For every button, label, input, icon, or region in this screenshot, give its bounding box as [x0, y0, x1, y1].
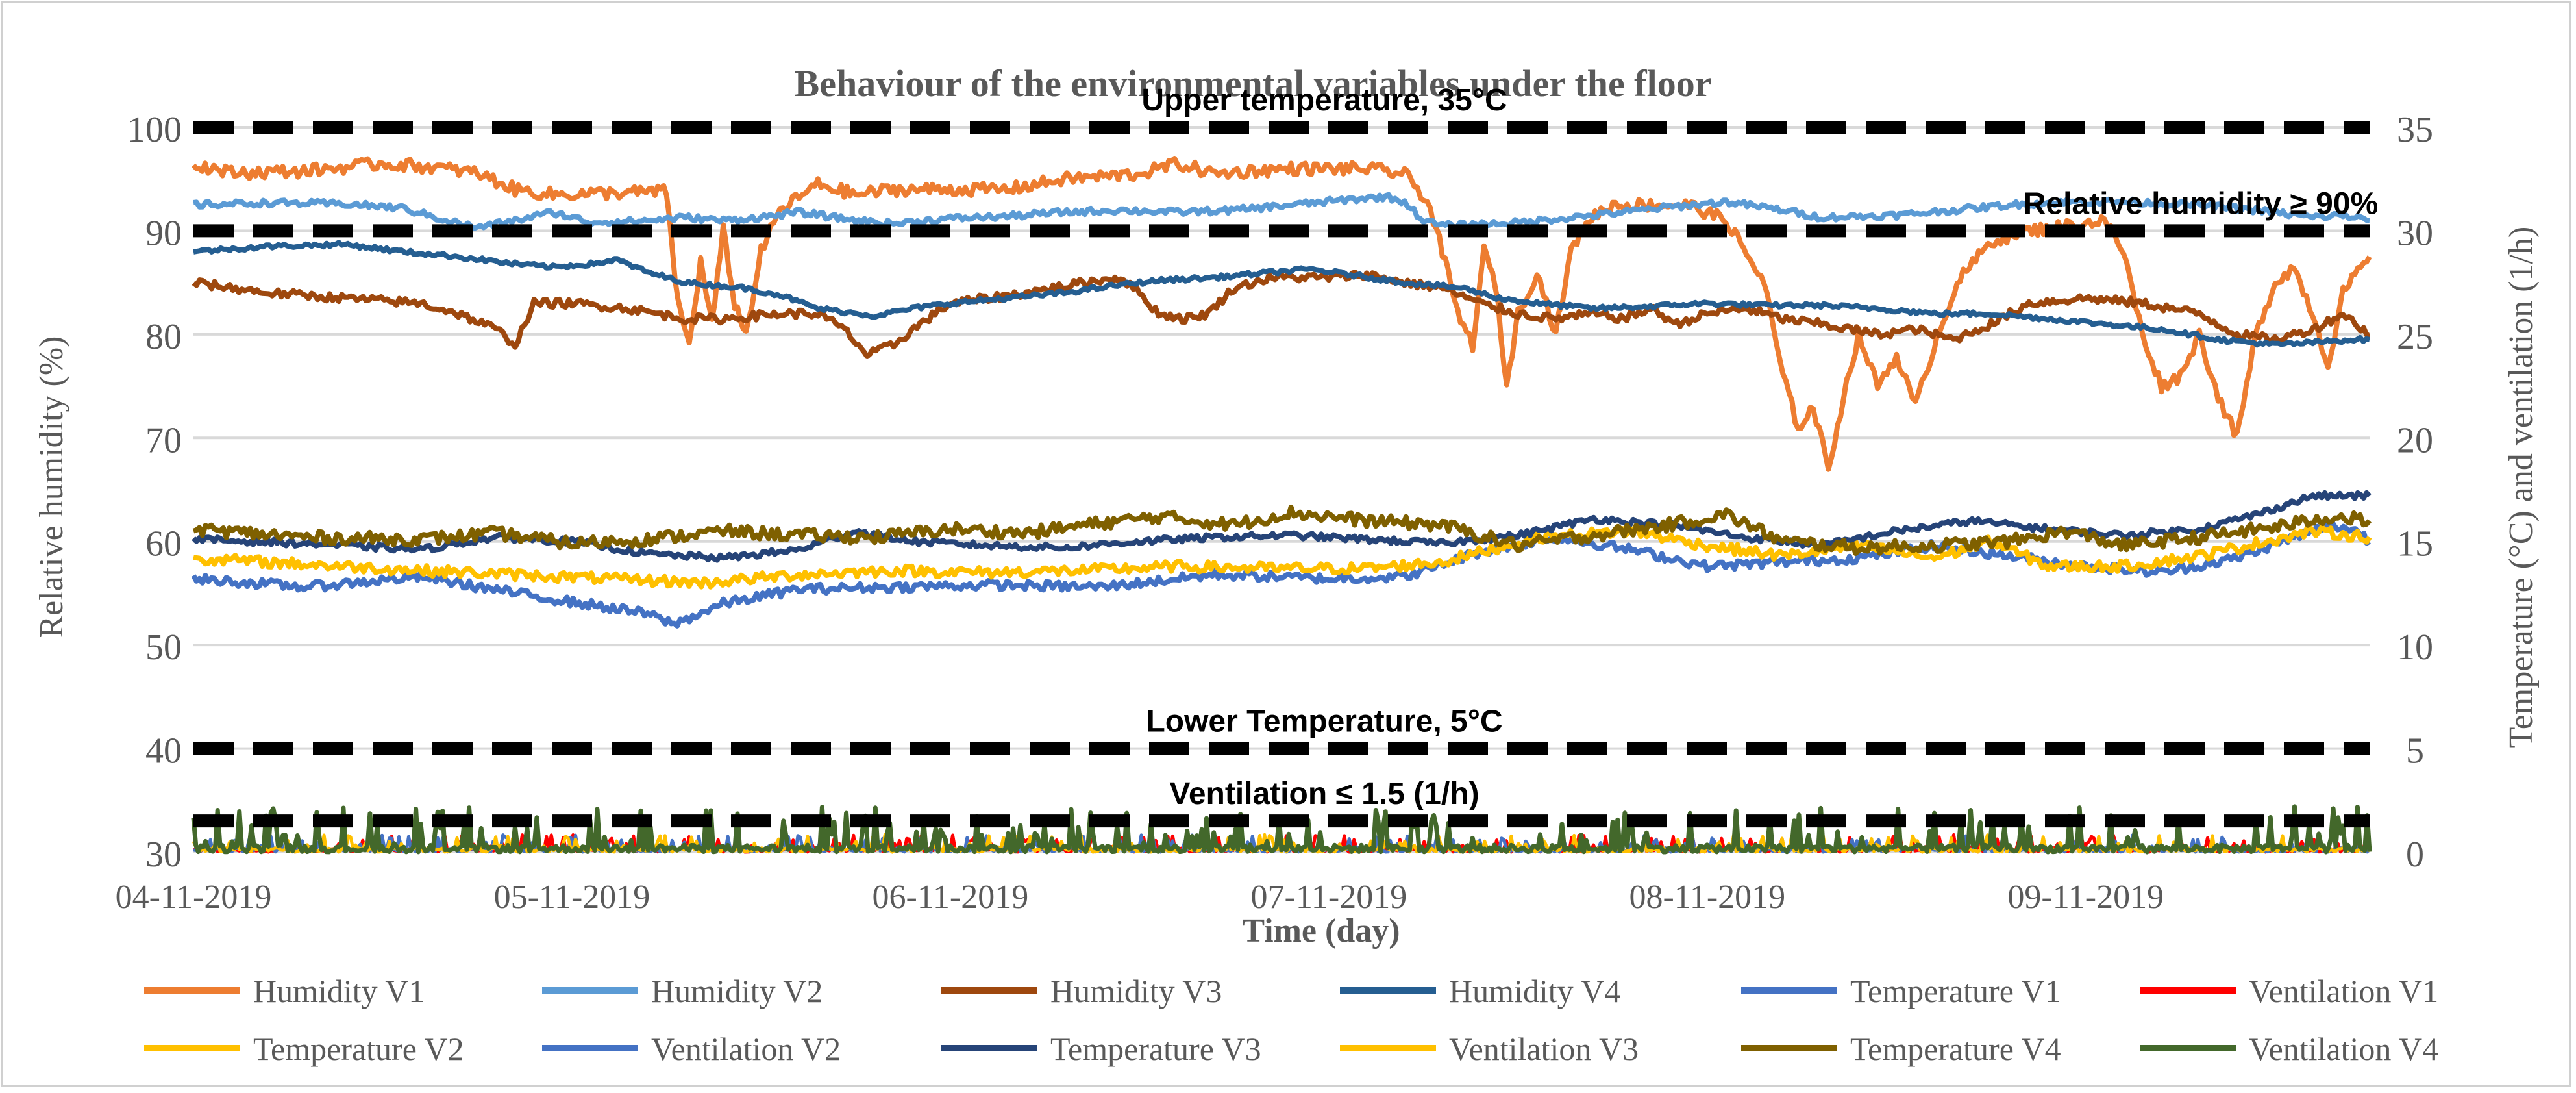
legend-label: Ventilation V2: [651, 1031, 841, 1067]
left-tick-label: 60: [145, 524, 182, 564]
threshold-label: Ventilation ≤ 1.5 (1/h): [1169, 777, 1479, 811]
left-tick-label: 70: [145, 420, 182, 460]
legend: Humidity V1 Humidity V2 Humidity V3 Humidit…: [144, 973, 2438, 1067]
legend-label: Temperature V3: [1050, 1031, 1261, 1067]
threshold-label: Upper temperature, 35°C: [1141, 83, 1507, 118]
legend-label: Humidity V4: [1449, 973, 1620, 1009]
series-line-ventilation-v4: [191, 804, 2372, 855]
chart-title: Behaviour of the environmental variables…: [795, 62, 1712, 105]
right-tick-label: 25: [2397, 317, 2433, 357]
left-tick-label: 90: [145, 213, 182, 253]
series-line-humidity-v3: [192, 270, 2370, 359]
left-tick-label: 30: [145, 835, 182, 875]
x-tick-label: 06-11-2019: [873, 879, 1029, 916]
right-tick-label: 30: [2397, 213, 2433, 253]
legend-label: Humidity V2: [651, 973, 823, 1009]
x-axis-ticks: 04-11-2019 05-11-2019 06-11-2019 07-11-2019…: [116, 879, 2164, 916]
legend-label: Temperature V2: [253, 1031, 464, 1067]
legend-label: Humidity V3: [1050, 973, 1222, 1009]
x-tick-label: 04-11-2019: [116, 879, 272, 916]
series-line-temperature-v3: [192, 490, 2372, 563]
legend-label: Temperature V4: [1850, 1031, 2061, 1067]
right-tick-label: 10: [2397, 627, 2433, 668]
series-line-humidity-v4: [193, 240, 2370, 348]
x-tick-label: 05-11-2019: [494, 879, 650, 916]
x-tick-label: 08-11-2019: [1629, 879, 1785, 916]
left-tick-label: 50: [145, 627, 182, 668]
left-tick-label: 40: [145, 731, 182, 772]
threshold-lines: Upper temperature, 35°C Relative humidity…: [193, 83, 2379, 828]
series-line-temperature-v2: [193, 524, 2372, 590]
left-axis-label: Relative humidity (%): [33, 336, 70, 638]
left-tick-label: 80: [145, 317, 182, 357]
x-tick-label: 07-11-2019: [1251, 879, 1407, 916]
right-tick-label: 20: [2397, 420, 2433, 460]
right-axis-label: Temperature (°C) and ventilation (1/h): [2503, 227, 2540, 748]
legend-label: Ventilation V3: [1449, 1031, 1639, 1067]
x-axis-label: Time (day): [1242, 912, 1400, 949]
series-line-temperature-v1: [191, 519, 2372, 629]
legend-label: Humidity V1: [253, 973, 425, 1009]
series-layer: [191, 156, 2372, 855]
legend-label: Ventilation V4: [2249, 1031, 2438, 1067]
threshold-label: Lower Temperature, 5°C: [1146, 705, 1502, 739]
right-tick-label: 5: [2406, 731, 2424, 772]
series-line-temperature-v4: [192, 504, 2372, 556]
x-tick-label: 09-11-2019: [2007, 879, 2164, 916]
right-axis-ticks: 0 5 10 15 20 25 30 35: [2397, 110, 2433, 875]
series-line-humidity-v1: [192, 156, 2372, 472]
legend-label: Temperature V1: [1850, 973, 2061, 1009]
threshold-label: Relative humidity ≥ 90%: [2024, 186, 2379, 221]
legend-label: Ventilation V1: [2249, 973, 2438, 1009]
left-axis-ticks: 30 40 50 60 70 80 90 100: [127, 110, 182, 875]
series-line-humidity-v2: [193, 192, 2370, 231]
right-tick-label: 0: [2406, 835, 2424, 875]
right-tick-label: 15: [2397, 524, 2433, 564]
right-tick-label: 35: [2397, 110, 2433, 150]
left-tick-label: 100: [127, 110, 182, 150]
